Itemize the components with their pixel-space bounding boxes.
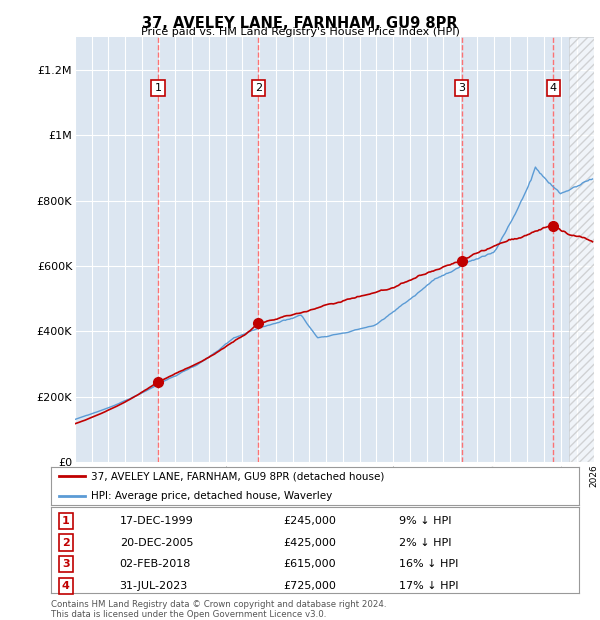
Text: Price paid vs. HM Land Registry's House Price Index (HPI): Price paid vs. HM Land Registry's House … [140, 27, 460, 37]
Text: 4: 4 [62, 581, 70, 591]
Text: 37, AVELEY LANE, FARNHAM, GU9 8PR (detached house): 37, AVELEY LANE, FARNHAM, GU9 8PR (detac… [91, 471, 384, 482]
Text: £615,000: £615,000 [283, 559, 336, 569]
Text: 3: 3 [62, 559, 70, 569]
Text: 17% ↓ HPI: 17% ↓ HPI [400, 581, 459, 591]
Text: 2% ↓ HPI: 2% ↓ HPI [400, 538, 452, 547]
Text: £425,000: £425,000 [283, 538, 336, 547]
Text: £725,000: £725,000 [283, 581, 336, 591]
Text: 17-DEC-1999: 17-DEC-1999 [119, 516, 193, 526]
Text: 02-FEB-2018: 02-FEB-2018 [119, 559, 191, 569]
Text: 1: 1 [155, 83, 161, 93]
Text: 37, AVELEY LANE, FARNHAM, GU9 8PR: 37, AVELEY LANE, FARNHAM, GU9 8PR [142, 16, 458, 30]
Text: 16% ↓ HPI: 16% ↓ HPI [400, 559, 459, 569]
Text: 31-JUL-2023: 31-JUL-2023 [119, 581, 188, 591]
Bar [569, 37, 594, 462]
Text: 20-DEC-2005: 20-DEC-2005 [119, 538, 193, 547]
Text: 2: 2 [255, 83, 262, 93]
Text: HPI: Average price, detached house, Waverley: HPI: Average price, detached house, Wave… [91, 490, 332, 501]
Text: 9% ↓ HPI: 9% ↓ HPI [400, 516, 452, 526]
Text: 3: 3 [458, 83, 465, 93]
Text: 2: 2 [62, 538, 70, 547]
Text: Contains HM Land Registry data © Crown copyright and database right 2024.
This d: Contains HM Land Registry data © Crown c… [51, 600, 386, 619]
Text: £245,000: £245,000 [283, 516, 336, 526]
Text: 1: 1 [62, 516, 70, 526]
Text: 4: 4 [550, 83, 557, 93]
